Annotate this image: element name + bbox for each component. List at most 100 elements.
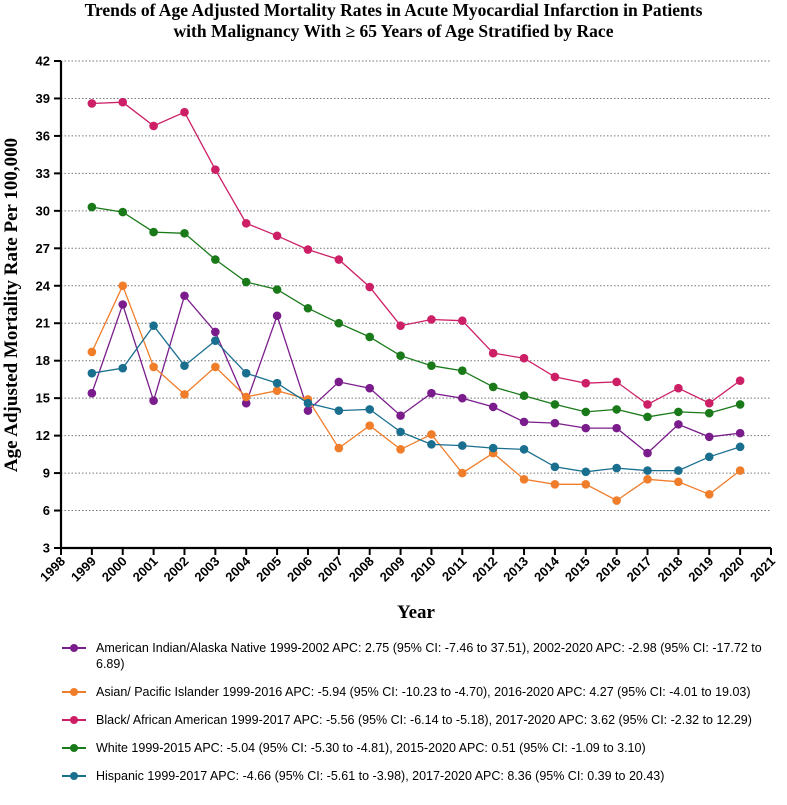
data-point xyxy=(396,411,405,420)
series-line xyxy=(91,294,741,454)
data-point xyxy=(303,398,313,408)
y-tick-label: 39 xyxy=(36,91,50,106)
data-point xyxy=(118,300,128,309)
legend-item: American Indian/Alaska Native 1999-2002 … xyxy=(62,640,782,672)
legend-item: Hispanic 1999-2017 APC: -4.66 (95% CI: -… xyxy=(62,768,782,784)
data-point xyxy=(612,405,621,414)
data-point xyxy=(704,490,714,499)
data-point xyxy=(550,400,560,409)
data-point xyxy=(303,406,313,415)
data-point xyxy=(396,427,405,437)
data-point xyxy=(612,463,621,473)
legend-item: Asian/ Pacific Islander 1999-2016 APC: -… xyxy=(62,684,782,700)
y-tick-label: 33 xyxy=(36,166,50,181)
x-tick-label: 1999 xyxy=(68,554,99,585)
data-point xyxy=(427,388,436,398)
data-point xyxy=(581,378,591,388)
x-tick-label: 2014 xyxy=(531,553,563,585)
y-tick-label: 24 xyxy=(36,278,51,293)
data-point xyxy=(550,480,560,489)
data-point xyxy=(643,400,652,409)
data-point xyxy=(365,421,374,430)
y-tick-label: 30 xyxy=(36,203,50,218)
data-point xyxy=(180,390,189,399)
data-point xyxy=(643,475,652,484)
legend-item: White 1999-2015 APC: -5.04 (95% CI: -5.3… xyxy=(62,740,782,756)
x-tick-label: 2019 xyxy=(685,554,716,585)
series-line xyxy=(91,101,741,406)
legend-label: Hispanic 1999-2017 APC: -4.66 (95% CI: -… xyxy=(96,769,665,783)
data-point xyxy=(396,321,405,331)
data-point xyxy=(180,107,189,117)
x-tick-label: 2008 xyxy=(346,554,377,585)
data-point xyxy=(303,245,313,254)
data-point xyxy=(211,255,220,264)
y-tick-label: 36 xyxy=(36,128,50,143)
data-point xyxy=(581,480,591,489)
data-point xyxy=(118,281,128,291)
data-point xyxy=(396,351,405,360)
data-point xyxy=(612,423,621,433)
data-point xyxy=(272,285,282,294)
data-point xyxy=(241,277,251,287)
data-point xyxy=(704,398,714,408)
x-tick-label: 2001 xyxy=(130,554,161,585)
data-point xyxy=(334,377,344,387)
x-tick-label: 2007 xyxy=(315,554,346,585)
data-point xyxy=(87,368,97,378)
series-hispanic xyxy=(87,321,745,477)
data-point xyxy=(211,362,220,372)
data-point xyxy=(149,396,158,405)
data-point xyxy=(365,282,374,292)
x-tick-label: 2021 xyxy=(747,554,778,585)
data-point xyxy=(180,229,189,238)
x-axis-title: Year xyxy=(397,602,436,623)
data-point xyxy=(643,412,652,422)
data-point xyxy=(303,303,313,313)
y-tick-label: 21 xyxy=(36,316,50,331)
data-point xyxy=(488,402,498,412)
data-point xyxy=(87,347,97,357)
y-tick-label: 12 xyxy=(36,428,50,443)
data-point xyxy=(674,420,683,429)
series-layer xyxy=(87,97,745,505)
y-tick-label: 9 xyxy=(43,466,50,481)
data-point xyxy=(458,366,467,375)
legend-swatch xyxy=(62,688,86,696)
x-tick-label: 2017 xyxy=(624,554,655,585)
data-point xyxy=(180,291,189,301)
data-point xyxy=(427,361,436,370)
data-point xyxy=(334,406,344,415)
data-point xyxy=(581,467,591,477)
legend-swatch xyxy=(62,644,86,652)
x-tick-label: 2018 xyxy=(654,554,685,585)
legend-swatch xyxy=(62,772,86,780)
data-point xyxy=(241,219,251,228)
series-white xyxy=(87,202,745,422)
x-tick-label: 2005 xyxy=(253,554,284,585)
data-point xyxy=(149,227,158,237)
y-tick-label: 3 xyxy=(43,541,50,556)
data-point xyxy=(519,417,529,427)
data-point xyxy=(118,363,128,373)
data-point xyxy=(704,452,714,462)
x-tick-label: 2012 xyxy=(469,554,500,585)
data-point xyxy=(458,441,467,450)
data-point xyxy=(396,445,405,454)
data-point xyxy=(87,388,97,398)
chart-title: Trends of Age Adjusted Mortality Rates i… xyxy=(0,0,787,42)
data-point xyxy=(550,462,560,472)
data-point xyxy=(118,97,128,107)
data-point xyxy=(488,443,498,453)
x-tick-label: 2015 xyxy=(562,554,593,585)
x-tick-label: 1998 xyxy=(37,554,68,585)
series-line xyxy=(91,206,741,418)
series-line xyxy=(91,324,741,473)
data-point xyxy=(674,407,683,417)
data-point xyxy=(735,442,745,452)
data-point xyxy=(519,445,529,454)
data-point xyxy=(334,318,344,328)
data-point xyxy=(427,430,436,439)
data-point xyxy=(241,392,251,402)
y-axis-title: Age Adjusted Mortality Rate Per 100,000 xyxy=(1,138,22,472)
